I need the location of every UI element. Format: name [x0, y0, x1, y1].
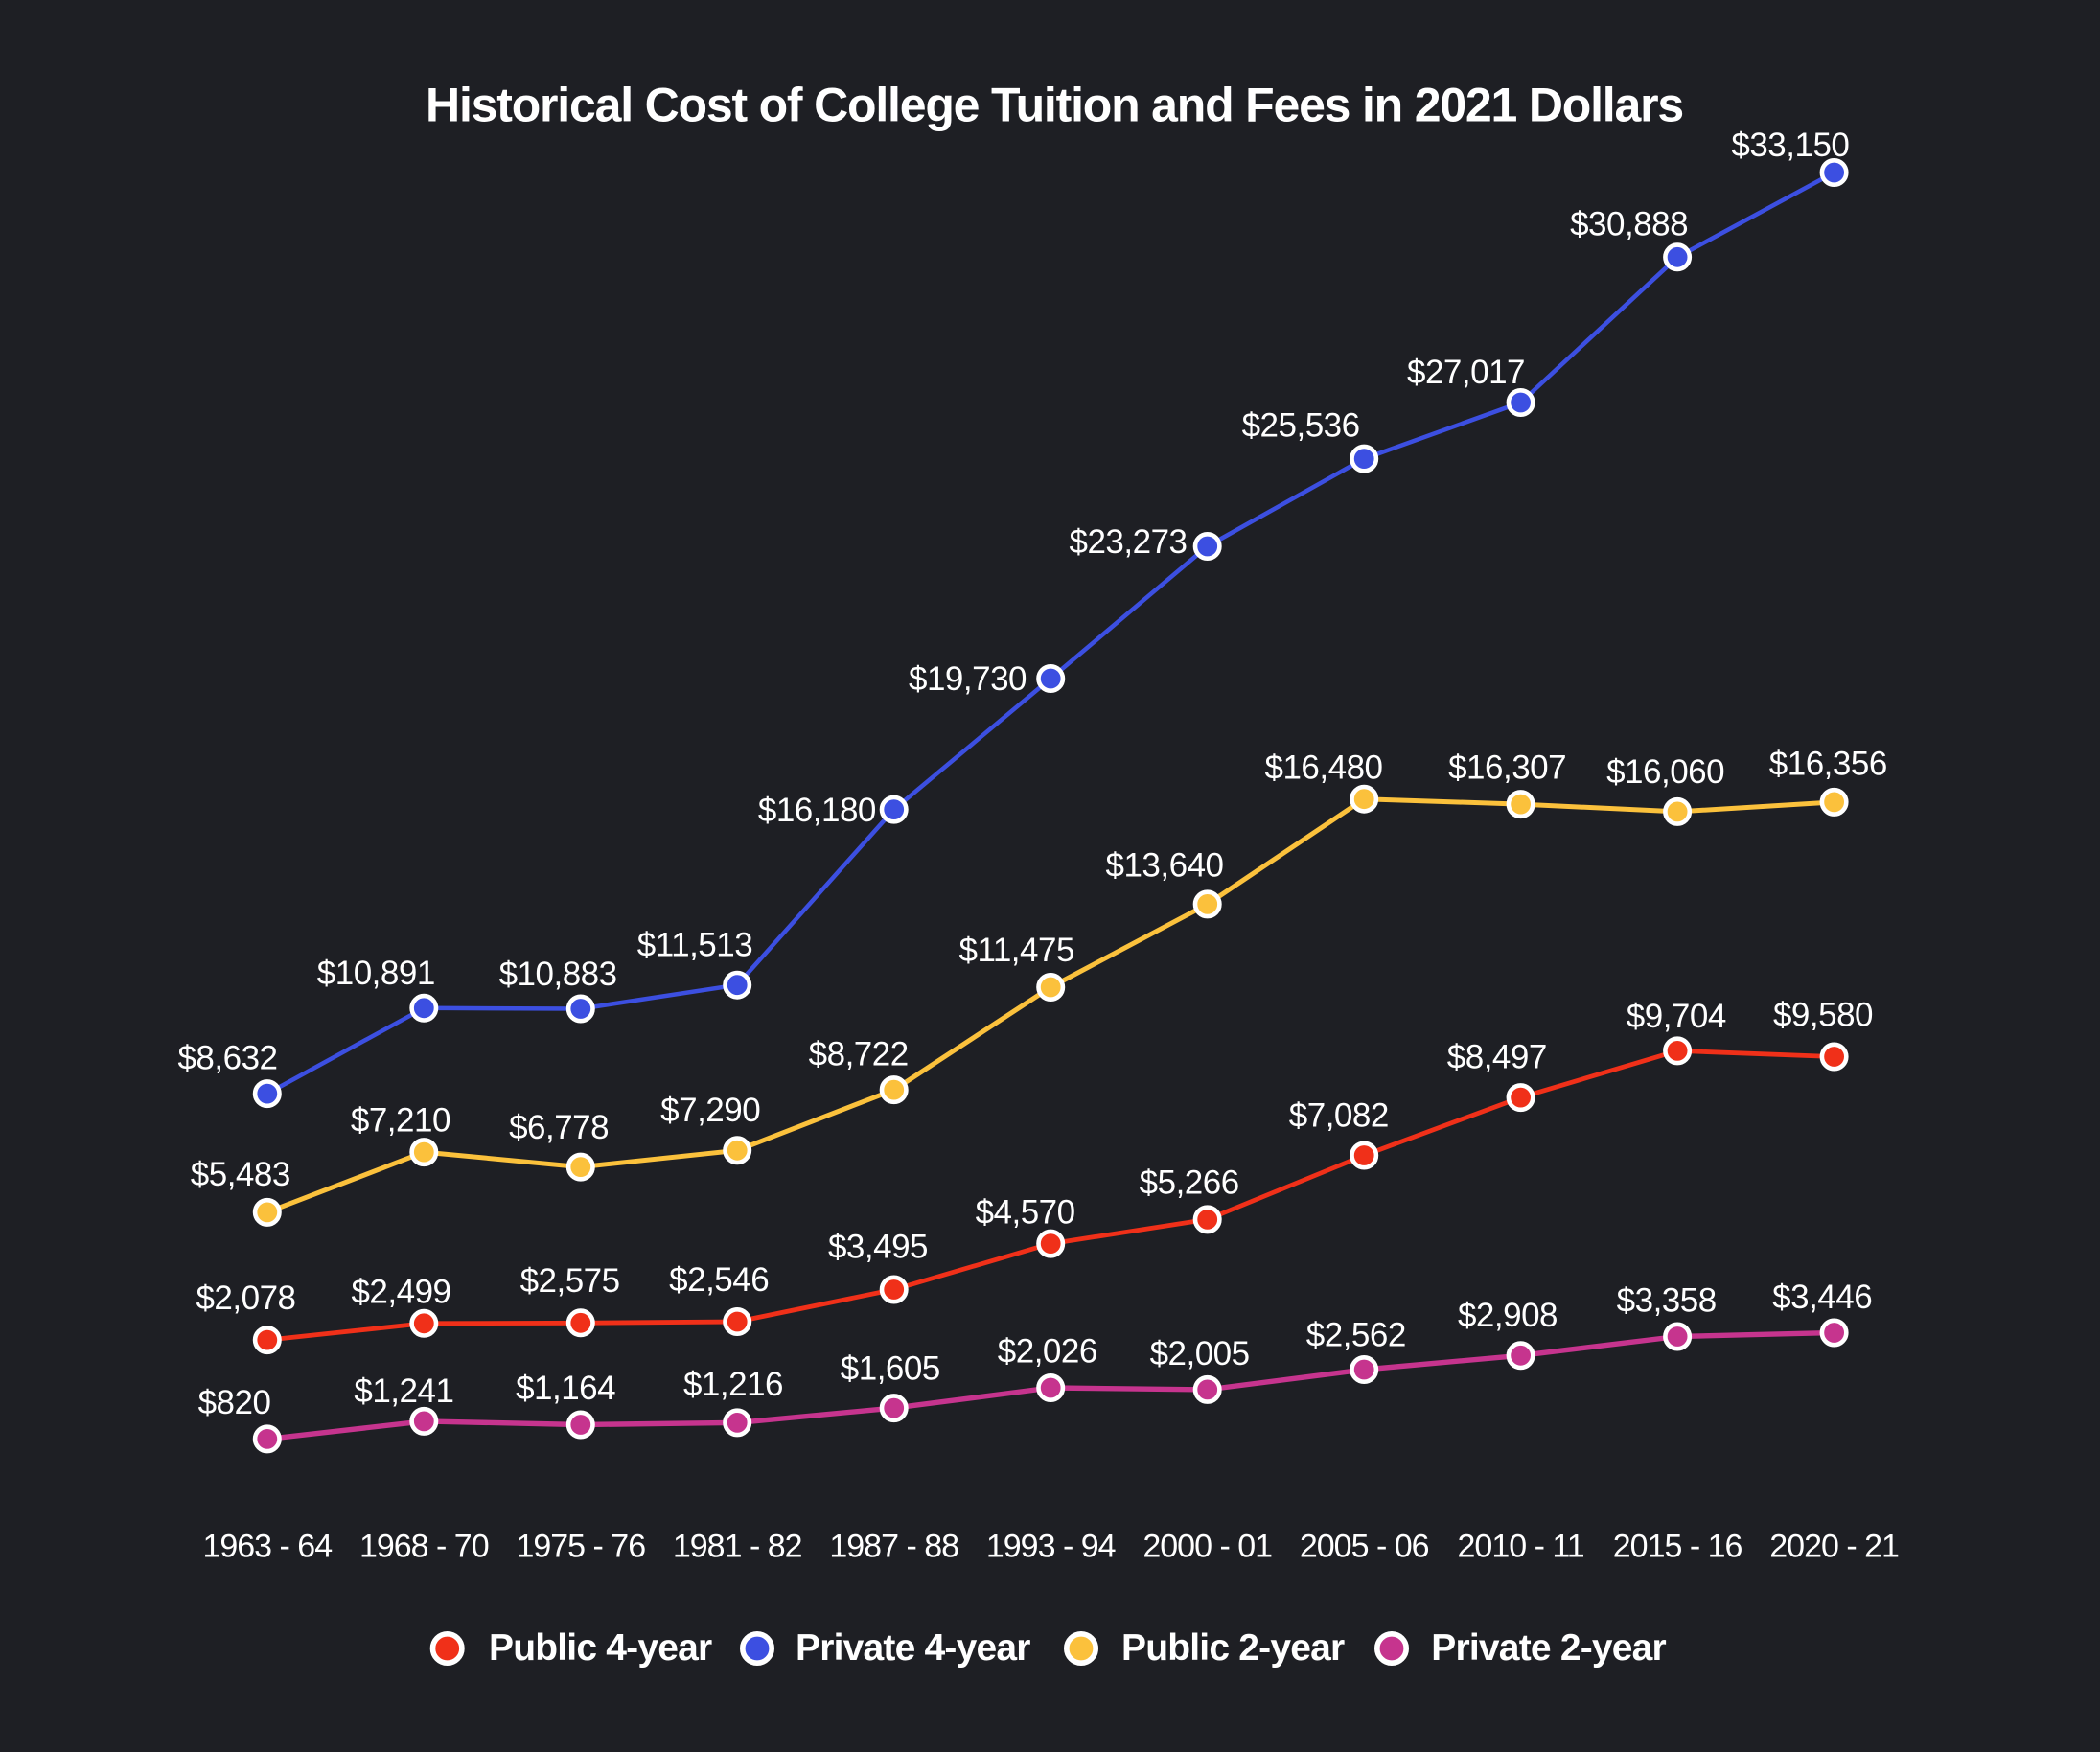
- svg-text:$1,241: $1,241: [354, 1372, 453, 1410]
- svg-text:1968 - 70: 1968 - 70: [359, 1528, 489, 1564]
- svg-text:$1,605: $1,605: [841, 1350, 940, 1388]
- svg-text:$2,575: $2,575: [520, 1262, 620, 1300]
- svg-text:$2,005: $2,005: [1150, 1335, 1250, 1372]
- svg-text:2005 - 06: 2005 - 06: [1300, 1528, 1429, 1564]
- svg-text:$2,562: $2,562: [1306, 1316, 1406, 1353]
- svg-text:$19,730: $19,730: [909, 660, 1027, 698]
- svg-text:$3,495: $3,495: [828, 1228, 928, 1265]
- svg-text:$6,778: $6,778: [509, 1109, 609, 1146]
- svg-text:$33,150: $33,150: [1731, 127, 1849, 164]
- svg-text:$16,060: $16,060: [1606, 753, 1724, 791]
- svg-text:$16,307: $16,307: [1448, 749, 1566, 786]
- svg-text:$8,722: $8,722: [809, 1035, 909, 1072]
- svg-text:$2,908: $2,908: [1458, 1297, 1558, 1334]
- svg-text:$8,497: $8,497: [1447, 1038, 1547, 1075]
- svg-text:$4,570: $4,570: [976, 1193, 1075, 1231]
- svg-text:$2,546: $2,546: [669, 1261, 769, 1299]
- svg-text:$9,580: $9,580: [1773, 996, 1873, 1033]
- svg-text:$820: $820: [198, 1384, 271, 1421]
- svg-text:$3,446: $3,446: [1772, 1279, 1872, 1316]
- svg-text:$11,513: $11,513: [637, 927, 752, 964]
- svg-text:Private 4-year: Private 4-year: [796, 1627, 1030, 1669]
- svg-text:$7,082: $7,082: [1289, 1097, 1389, 1135]
- svg-text:Historical Cost of College Tui: Historical Cost of College Tuition and F…: [426, 78, 1683, 131]
- svg-text:$10,891: $10,891: [317, 955, 435, 992]
- svg-text:$7,290: $7,290: [660, 1092, 760, 1129]
- svg-text:$2,499: $2,499: [351, 1274, 450, 1311]
- svg-text:$30,888: $30,888: [1570, 206, 1688, 243]
- svg-text:$5,266: $5,266: [1140, 1164, 1239, 1201]
- svg-text:1993 - 94: 1993 - 94: [986, 1528, 1116, 1564]
- svg-text:$16,480: $16,480: [1264, 749, 1382, 786]
- svg-text:$1,216: $1,216: [683, 1366, 783, 1403]
- svg-text:2010 - 11: 2010 - 11: [1458, 1528, 1584, 1564]
- svg-text:$16,356: $16,356: [1769, 746, 1887, 783]
- svg-text:1963 - 64: 1963 - 64: [202, 1528, 332, 1564]
- svg-text:$1,164: $1,164: [516, 1370, 615, 1407]
- svg-text:Public 4-year: Public 4-year: [489, 1627, 712, 1669]
- svg-text:$10,883: $10,883: [499, 956, 617, 993]
- svg-text:2015 - 16: 2015 - 16: [1613, 1528, 1742, 1564]
- svg-text:$25,536: $25,536: [1242, 407, 1360, 445]
- svg-text:2020 - 21: 2020 - 21: [1769, 1528, 1899, 1564]
- svg-text:$5,483: $5,483: [191, 1156, 290, 1193]
- svg-text:Public 2-year: Public 2-year: [1121, 1627, 1345, 1669]
- svg-text:$8,632: $8,632: [177, 1039, 277, 1076]
- svg-text:Private 2-year: Private 2-year: [1431, 1627, 1666, 1669]
- svg-text:1981 - 82: 1981 - 82: [673, 1528, 802, 1564]
- svg-text:$27,017: $27,017: [1407, 354, 1525, 391]
- svg-text:$2,078: $2,078: [196, 1279, 295, 1317]
- svg-text:$11,475: $11,475: [958, 932, 1073, 969]
- svg-text:$13,640: $13,640: [1105, 846, 1223, 884]
- svg-text:$23,273: $23,273: [1069, 523, 1187, 561]
- svg-text:$3,358: $3,358: [1617, 1281, 1717, 1319]
- svg-text:$2,026: $2,026: [998, 1333, 1097, 1371]
- svg-text:$7,210: $7,210: [351, 1101, 450, 1139]
- svg-text:1987 - 88: 1987 - 88: [829, 1528, 958, 1564]
- svg-text:1975 - 76: 1975 - 76: [516, 1528, 645, 1564]
- svg-text:2000 - 01: 2000 - 01: [1142, 1528, 1272, 1564]
- svg-text:$16,180: $16,180: [758, 792, 876, 829]
- svg-text:$9,704: $9,704: [1627, 998, 1726, 1035]
